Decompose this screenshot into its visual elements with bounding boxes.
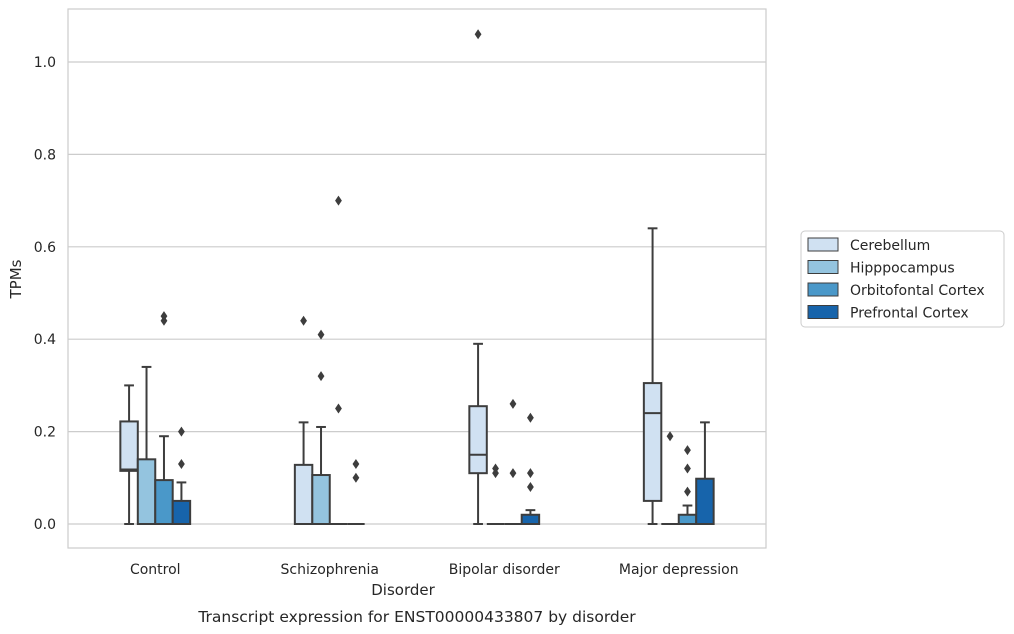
y-tick-label: 0.8 — [34, 147, 56, 163]
legend-swatch — [807, 305, 839, 319]
box-iqr — [642, 382, 663, 502]
box-iqr — [311, 474, 331, 526]
box-iqr — [154, 479, 174, 525]
legend-swatch — [807, 260, 839, 274]
outlier-point — [684, 486, 691, 497]
y-tick-label: 1.0 — [34, 55, 56, 71]
box-iqr — [695, 477, 715, 525]
y-tick-label: 0.6 — [34, 240, 56, 256]
outlier-point — [352, 472, 360, 483]
outlier-point — [684, 463, 691, 474]
y-axis-title: TPMs — [7, 259, 25, 299]
box-plot-marks — [119, 29, 715, 526]
outlier-point — [527, 468, 534, 479]
legend-label: Prefrontal Cortex — [850, 306, 969, 322]
box-iqr — [468, 405, 488, 475]
box-iqr — [171, 499, 192, 525]
outlier-point — [178, 426, 185, 437]
outlier-point — [178, 458, 185, 469]
outlier-point — [492, 463, 499, 474]
legend-frame — [800, 230, 1005, 328]
box-iqr — [677, 513, 698, 526]
legend-swatch — [807, 282, 839, 297]
y-tick-label: 0.2 — [34, 425, 56, 441]
outlier-point — [160, 311, 168, 322]
outlier-point — [527, 482, 534, 493]
y-tick-label: 0.4 — [34, 332, 56, 348]
box-orbitofontal-cortex — [504, 398, 522, 525]
box-iqr — [136, 458, 157, 526]
box-prefrontal-cortex — [171, 426, 192, 525]
x-tick-label: Bipolar disorder — [449, 562, 560, 578]
chart-caption: Transcript expression for ENST0000043380… — [197, 608, 636, 626]
outlier-point — [509, 468, 517, 479]
box-cerebellum — [293, 315, 314, 526]
box-orbitofontal-cortex — [154, 311, 174, 525]
legend-swatch — [807, 237, 839, 252]
box-cerebellum — [468, 29, 488, 525]
y-tick-labels: 0.0 0.2 0.4 0.6 0.8 1.0 — [34, 55, 56, 533]
legend-label: Cerebellum — [850, 238, 930, 254]
legend-label: Hipppocampus — [850, 261, 955, 277]
box-hipppocampus — [486, 463, 505, 525]
outlier-point — [474, 29, 482, 40]
legend: Cerebellum Hipppocampus Orbitofontal Corte… — [800, 230, 1005, 328]
outlier-point — [317, 329, 325, 340]
outlier-point — [509, 398, 517, 409]
outlier-point — [300, 315, 307, 326]
box-prefrontal-cortex — [695, 421, 715, 525]
box-iqr — [520, 513, 541, 526]
x-tick-labels: Control Schizophrenia Bipolar disorder Majo… — [130, 562, 739, 578]
box-prefrontal-cortex — [347, 458, 365, 525]
outlier-point — [527, 412, 534, 423]
x-axis-title: Disorder — [371, 581, 435, 599]
box-orbitofontal-cortex — [677, 445, 698, 526]
outlier-point — [352, 458, 360, 469]
outlier-point — [335, 403, 342, 414]
legend-label: Orbitofontal Cortex — [850, 283, 985, 299]
box-iqr — [119, 420, 139, 472]
outlier-point — [335, 195, 342, 206]
plot-area-frame — [67, 8, 767, 549]
box-prefrontal-cortex — [520, 412, 541, 526]
x-tick-label: Control — [130, 562, 181, 578]
box-hipppocampus — [661, 431, 679, 525]
outlier-point — [684, 445, 691, 456]
box-hipppocampus — [136, 365, 157, 526]
box-hipppocampus — [311, 329, 331, 526]
box-cerebellum — [119, 384, 139, 525]
box-cerebellum — [642, 227, 663, 525]
outlier-point — [666, 431, 674, 442]
outlier-point — [317, 371, 325, 382]
box-orbitofontal-cortex — [329, 195, 348, 525]
x-tick-label: Major depression — [619, 562, 739, 578]
box-iqr — [293, 463, 314, 526]
y-tick-label: 0.0 — [34, 517, 56, 533]
x-tick-label: Schizophrenia — [281, 562, 379, 578]
